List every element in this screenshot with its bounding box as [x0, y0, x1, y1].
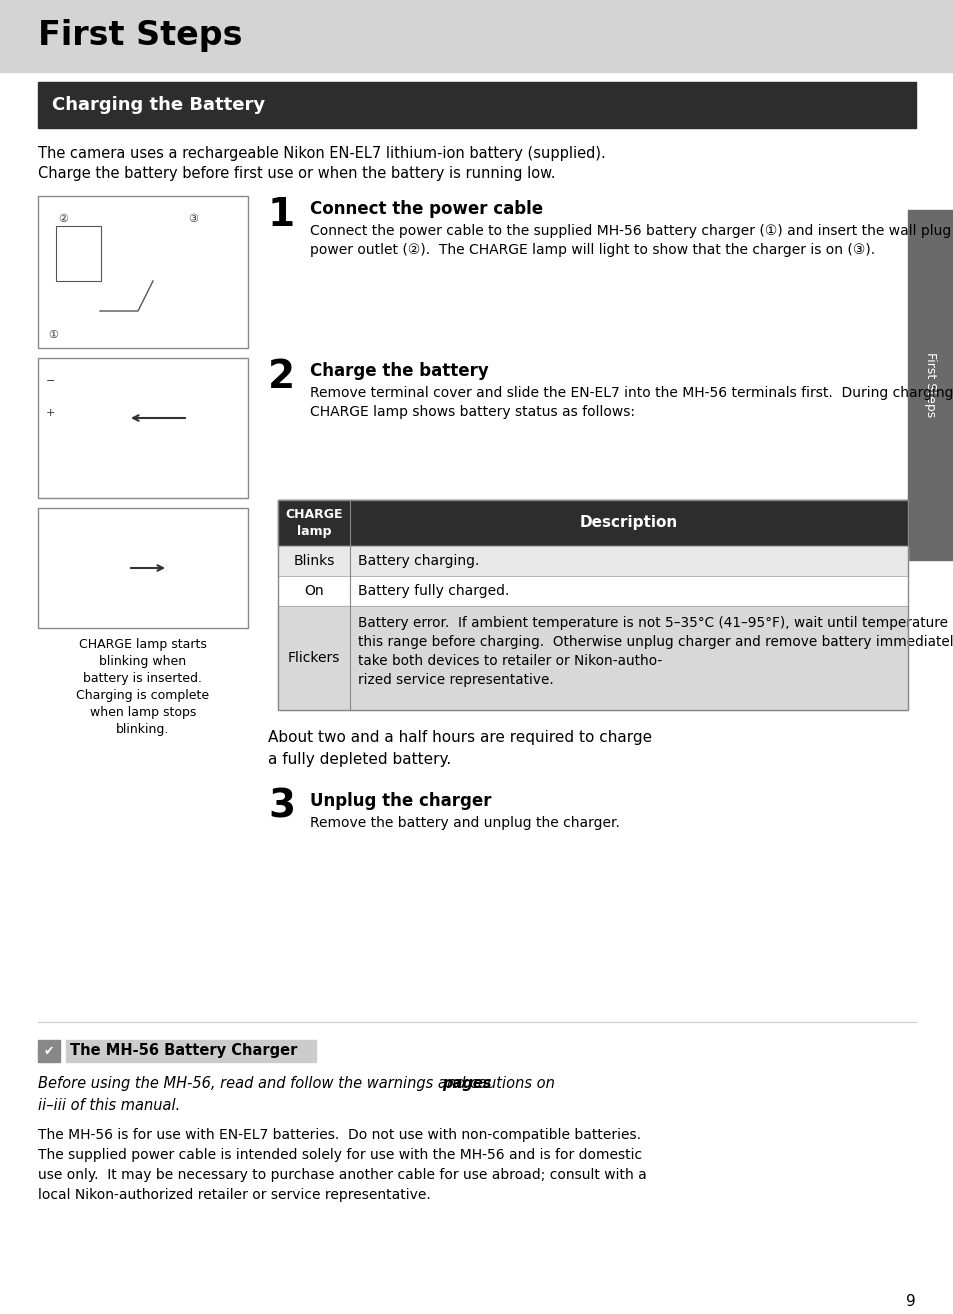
Text: Flickers: Flickers	[288, 650, 340, 665]
Bar	[0, 0, 953, 72]
Text: local Nikon-authorized retailer or service representative.: local Nikon-authorized retailer or servi…	[38, 1188, 431, 1202]
Text: ③: ③	[188, 214, 198, 223]
Text: battery is inserted.: battery is inserted.	[84, 671, 202, 685]
Text: when lamp stops: when lamp stops	[90, 706, 196, 719]
Text: 9: 9	[905, 1294, 915, 1309]
Text: 2: 2	[268, 357, 294, 396]
Text: blinking when: blinking when	[99, 654, 187, 668]
Text: CHARGE lamp shows battery status as follows:: CHARGE lamp shows battery status as foll…	[310, 405, 635, 419]
Text: Blinks: Blinks	[293, 555, 335, 568]
Text: On: On	[304, 583, 323, 598]
Bar	[277, 606, 907, 710]
Text: use only.  It may be necessary to purchase another cable for use abroad; consult: use only. It may be necessary to purchas…	[38, 1168, 646, 1183]
Text: Connect the power cable to the supplied MH-56 battery charger (①) and insert the: Connect the power cable to the supplied …	[310, 223, 953, 238]
Text: ①: ①	[48, 330, 58, 340]
Text: The supplied power cable is intended solely for use with the MH-56 and is for do: The supplied power cable is intended sol…	[38, 1148, 641, 1162]
Text: pages: pages	[441, 1076, 491, 1091]
Bar	[66, 1039, 315, 1062]
Text: rized service representative.: rized service representative.	[357, 673, 553, 687]
Text: Charge the battery: Charge the battery	[310, 361, 488, 380]
Text: CHARGE
lamp: CHARGE lamp	[285, 509, 342, 537]
Text: Charging the Battery: Charging the Battery	[52, 96, 265, 114]
Text: First Steps: First Steps	[38, 20, 242, 53]
Text: 1: 1	[268, 196, 294, 234]
Text: First Steps: First Steps	[923, 352, 937, 418]
Text: blinking.: blinking.	[116, 723, 170, 736]
Bar	[277, 547, 907, 576]
Bar	[38, 509, 248, 628]
Text: About two and a half hours are required to charge: About two and a half hours are required …	[268, 731, 652, 745]
Text: Before using the MH-56, read and follow the warnings and cautions on: Before using the MH-56, read and follow …	[38, 1076, 558, 1091]
Text: +: +	[46, 409, 55, 418]
Bar	[277, 576, 907, 606]
Text: Battery error.  If ambient temperature is not 5–35°C (41–95°F), wait until tempe: Battery error. If ambient temperature is…	[357, 616, 953, 629]
Text: Charging is complete: Charging is complete	[76, 689, 210, 702]
Text: take both devices to retailer or Nikon-autho-: take both devices to retailer or Nikon-a…	[357, 654, 661, 668]
Text: ②: ②	[58, 214, 68, 223]
Text: Remove the battery and unplug the charger.: Remove the battery and unplug the charge…	[310, 816, 619, 830]
Text: The MH-56 Battery Charger: The MH-56 Battery Charger	[70, 1043, 297, 1059]
Text: Unplug the charger: Unplug the charger	[310, 792, 491, 809]
Text: The camera uses a rechargeable Nikon EN-EL7 lithium-ion battery (supplied).: The camera uses a rechargeable Nikon EN-…	[38, 146, 605, 162]
Text: this range before charging.  Otherwise unplug charger and remove battery immedia: this range before charging. Otherwise un…	[357, 635, 953, 649]
Bar	[38, 357, 248, 498]
Bar	[907, 210, 953, 560]
Text: 3: 3	[268, 788, 294, 827]
Bar	[277, 501, 907, 547]
Text: Remove terminal cover and slide the EN-EL7 into the MH-56 terminals first.  Duri: Remove terminal cover and slide the EN-E…	[310, 386, 953, 399]
Text: The MH-56 is for use with EN-EL7 batteries.  Do not use with non-compatible batt: The MH-56 is for use with EN-EL7 batteri…	[38, 1127, 640, 1142]
Bar	[38, 196, 248, 348]
Text: Connect the power cable: Connect the power cable	[310, 200, 542, 218]
Text: ✔: ✔	[44, 1045, 54, 1058]
Text: Description: Description	[579, 515, 678, 531]
Text: power outlet (②).  The CHARGE lamp will light to show that the charger is on (③): power outlet (②). The CHARGE lamp will l…	[310, 243, 874, 258]
Bar	[38, 81, 915, 127]
Text: ii–iii of this manual.: ii–iii of this manual.	[38, 1099, 180, 1113]
Text: Battery charging.: Battery charging.	[357, 555, 478, 568]
Text: CHARGE lamp starts: CHARGE lamp starts	[79, 639, 207, 650]
Bar	[277, 501, 907, 710]
Text: −: −	[46, 376, 55, 386]
Text: Charge the battery before first use or when the battery is running low.: Charge the battery before first use or w…	[38, 166, 555, 181]
Bar	[38, 1039, 60, 1062]
Bar	[56, 226, 101, 281]
Text: a fully depleted battery.: a fully depleted battery.	[268, 752, 451, 767]
Text: Battery fully charged.: Battery fully charged.	[357, 583, 509, 598]
